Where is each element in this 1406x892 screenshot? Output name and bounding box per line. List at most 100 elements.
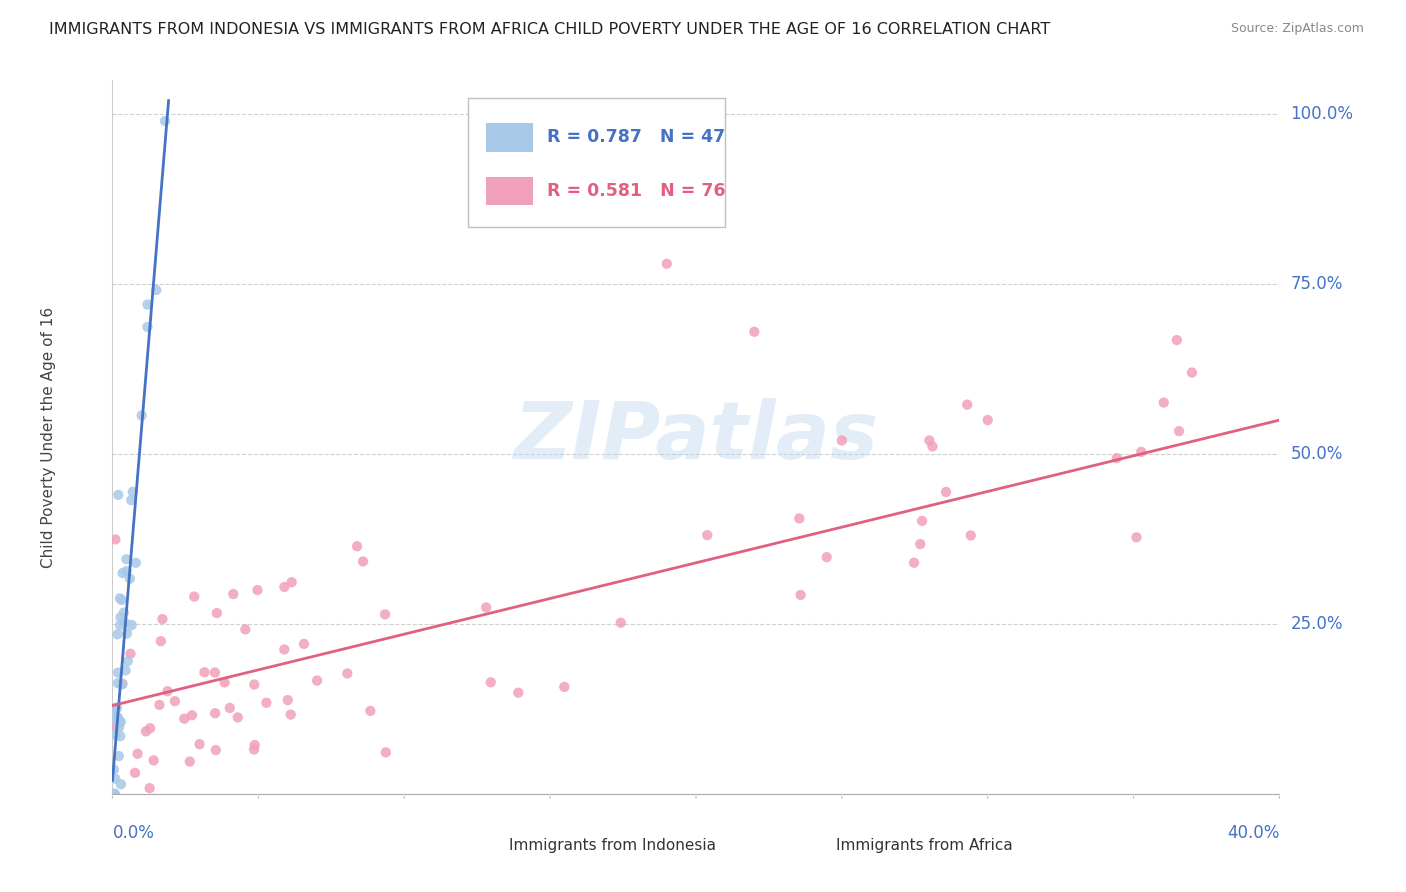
Bar [486, 123, 533, 152]
Point [110, 777, 132, 791]
Point [111, 566, 134, 581]
Point [110, 610, 132, 624]
Point [104, 728, 127, 742]
Point [107, 627, 129, 641]
Point [107, 676, 129, 690]
Bar [486, 177, 533, 205]
Point [118, 572, 141, 586]
Point [336, 666, 359, 681]
Point [235, 623, 257, 637]
Point [181, 708, 204, 723]
Point [108, 749, 131, 764]
Point [103, 701, 125, 715]
Point [108, 618, 131, 632]
Point [374, 745, 396, 759]
Point [115, 564, 138, 578]
Point [105, 701, 128, 715]
Point [352, 554, 374, 568]
Point [1130, 445, 1153, 459]
Text: 75.0%: 75.0% [1291, 275, 1343, 293]
Point [148, 698, 170, 712]
Point [204, 743, 226, 757]
Point [163, 694, 186, 708]
Text: Source: ZipAtlas.com: Source: ZipAtlas.com [1230, 22, 1364, 36]
Point [120, 493, 142, 508]
Point [277, 693, 299, 707]
Point [280, 707, 302, 722]
Text: R = 0.581   N = 76: R = 0.581 N = 76 [547, 182, 725, 200]
Point [959, 528, 981, 542]
Point [124, 765, 146, 780]
FancyBboxPatch shape [468, 98, 725, 227]
Point [243, 742, 266, 756]
Point [609, 615, 631, 630]
Point [911, 514, 934, 528]
Point [179, 755, 201, 769]
Point [243, 677, 266, 691]
Point [107, 710, 129, 724]
Point [254, 696, 277, 710]
Point [108, 715, 131, 730]
Point [193, 665, 215, 680]
Text: 40.0%: 40.0% [1227, 824, 1279, 842]
Point [222, 587, 245, 601]
Point [136, 320, 159, 334]
Point [910, 537, 932, 551]
Point [121, 618, 143, 632]
Point [374, 607, 396, 622]
Point [135, 724, 157, 739]
Point [104, 702, 127, 716]
Point [918, 434, 941, 448]
Point [117, 654, 139, 668]
Point [125, 556, 148, 570]
Point [104, 787, 127, 801]
Point [1181, 366, 1204, 380]
Point [508, 686, 530, 700]
Point [273, 642, 295, 657]
Point [149, 634, 172, 648]
Point [136, 297, 159, 311]
Point [142, 753, 165, 767]
Point [110, 714, 132, 729]
Point [104, 787, 127, 801]
Point [246, 583, 269, 598]
Point [935, 485, 957, 500]
Point [956, 398, 979, 412]
Point [742, 325, 765, 339]
Point [183, 590, 205, 604]
Point [346, 539, 368, 553]
Point [204, 665, 226, 680]
Text: 100.0%: 100.0% [1291, 105, 1354, 123]
Point [280, 575, 302, 590]
Point [115, 626, 138, 640]
Point [204, 706, 226, 721]
Point [831, 434, 853, 448]
Point [1125, 530, 1147, 544]
Point [479, 675, 502, 690]
Point [110, 729, 132, 743]
Point [153, 114, 176, 128]
Text: 50.0%: 50.0% [1291, 445, 1343, 463]
Point [1105, 451, 1128, 466]
Point [107, 665, 129, 680]
Point [145, 283, 167, 297]
Text: ZIPatlas: ZIPatlas [513, 398, 879, 476]
Point [218, 701, 240, 715]
Text: Child Poverty Under the Age of 16: Child Poverty Under the Age of 16 [41, 307, 56, 567]
Point [1166, 333, 1188, 347]
Point [205, 606, 228, 620]
Text: Immigrants from Africa: Immigrants from Africa [837, 838, 1012, 853]
Point [114, 664, 136, 678]
Text: 25.0%: 25.0% [1291, 615, 1343, 633]
Point [111, 677, 134, 691]
Point [103, 763, 125, 777]
Point [108, 720, 131, 734]
Point [107, 714, 129, 728]
Point [120, 647, 142, 661]
Point [243, 738, 266, 752]
Text: Immigrants from Indonesia: Immigrants from Indonesia [509, 838, 716, 853]
Bar [799, 838, 824, 853]
Point [104, 533, 127, 547]
Point [156, 684, 179, 698]
Point [104, 719, 127, 733]
